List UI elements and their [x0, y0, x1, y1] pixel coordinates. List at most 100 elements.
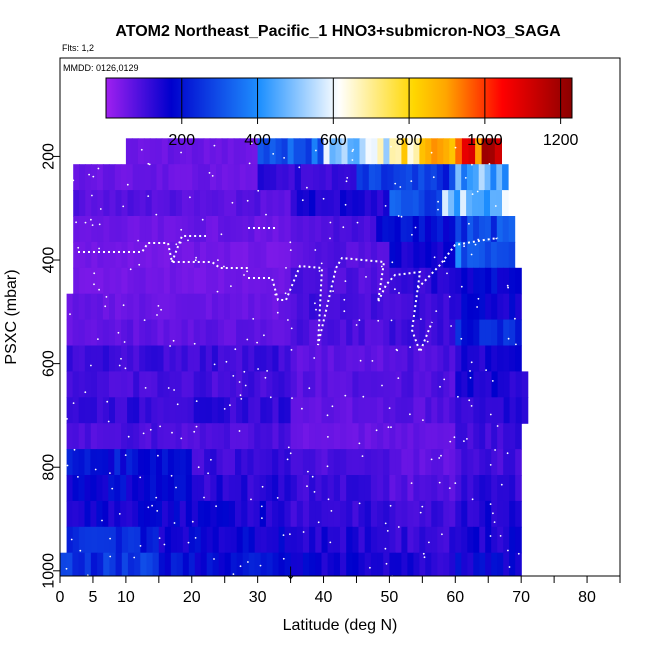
heat-cell	[120, 449, 127, 476]
heat-cell	[109, 345, 116, 372]
heat-cell	[389, 267, 396, 295]
heat-cell	[78, 526, 86, 554]
heat-cell	[248, 267, 255, 295]
heat-cell	[121, 397, 128, 424]
sample-dot	[195, 400, 198, 402]
chart-title: ATOM2 Northeast_Pacific_1 HNO3+submicron…	[115, 23, 561, 40]
heat-cell	[175, 293, 183, 321]
heat-cell	[185, 475, 193, 502]
heat-cell	[73, 241, 80, 269]
heat-cell	[358, 475, 366, 502]
heat-cell	[431, 216, 438, 243]
heat-cell	[448, 190, 455, 217]
heat-cell	[278, 500, 285, 528]
sample-dot	[84, 221, 87, 224]
sample-dot	[290, 327, 293, 330]
colorbar-ticks: 200 400 600 800 1000 1200	[168, 78, 579, 149]
heat-cell	[352, 423, 360, 450]
heat-cell	[242, 190, 249, 217]
heat-cell	[383, 423, 390, 450]
heat-cell	[294, 164, 302, 191]
heat-cell	[460, 190, 467, 217]
heat-cell	[515, 397, 523, 424]
sample-dot	[69, 313, 71, 316]
heat-cell	[352, 293, 360, 321]
heat-cell	[449, 500, 456, 528]
heat-cell	[340, 423, 347, 450]
sample-dot	[157, 305, 160, 307]
sample-dot	[73, 448, 76, 451]
heat-cell	[133, 267, 141, 295]
heat-cell	[218, 526, 226, 554]
sample-dot	[261, 485, 264, 488]
sample-dot	[239, 394, 242, 397]
heat-cell	[181, 319, 189, 347]
heat-cell	[173, 138, 181, 165]
heat-cell	[509, 423, 516, 450]
sample-dot	[381, 384, 383, 387]
heat-cell	[284, 500, 292, 528]
heat-cell	[236, 552, 244, 576]
heat-cell	[401, 423, 408, 450]
heat-cell	[490, 190, 497, 217]
sample-dot	[232, 375, 235, 377]
heat-cell	[473, 552, 480, 576]
sample-dot	[72, 402, 75, 404]
heat-cell	[187, 241, 195, 269]
heat-cell	[305, 138, 313, 165]
heat-cell	[467, 371, 474, 398]
heat-cell	[121, 190, 129, 217]
sample-dot	[318, 270, 321, 272]
heat-cell	[503, 449, 510, 476]
heat-cell	[356, 164, 364, 191]
heat-cell	[150, 475, 157, 502]
heat-cell	[158, 526, 166, 554]
heat-cell	[508, 216, 516, 243]
heat-cell	[473, 371, 480, 398]
sample-dot	[397, 377, 400, 379]
heat-cell	[449, 475, 456, 502]
sample-dot	[160, 308, 163, 311]
heat-cell	[321, 423, 329, 450]
heat-cell	[497, 371, 505, 398]
heat-cell	[254, 397, 261, 424]
heat-cell	[377, 319, 384, 347]
sample-dot	[118, 513, 121, 515]
heat-cell	[455, 449, 462, 476]
sample-dot	[144, 387, 147, 389]
heat-cell	[259, 500, 267, 528]
heat-cell	[352, 552, 360, 576]
sample-dot	[485, 369, 487, 371]
heat-cell	[242, 345, 249, 372]
heat-cell	[236, 190, 243, 217]
sample-dot	[207, 472, 210, 475]
heat-cell	[425, 241, 432, 269]
heat-cell	[127, 423, 134, 450]
heat-cell	[296, 241, 304, 269]
heat-cell	[96, 397, 104, 424]
heat-cell	[394, 216, 402, 243]
heat-cell	[66, 449, 74, 476]
heat-cell	[227, 138, 235, 165]
heat-cell	[163, 319, 171, 347]
heat-cell	[364, 293, 372, 321]
heat-cell	[163, 216, 171, 243]
sample-dot	[94, 468, 97, 471]
sample-dot	[315, 149, 317, 152]
heat-cell	[321, 475, 329, 502]
heat-cell	[351, 216, 359, 243]
sample-dot	[495, 237, 498, 240]
heat-cell	[346, 449, 353, 476]
heat-cell	[133, 345, 140, 372]
heat-cell	[479, 449, 486, 476]
heat-cell	[233, 164, 241, 191]
heat-cell	[284, 267, 292, 295]
heat-cell	[66, 345, 74, 372]
sample-dot	[496, 425, 499, 427]
heat-cell	[395, 475, 402, 502]
heat-cell	[352, 371, 360, 398]
heat-cell	[352, 345, 360, 372]
heat-cell	[224, 345, 231, 372]
heat-cell	[187, 423, 195, 450]
sample-dot	[92, 175, 95, 178]
